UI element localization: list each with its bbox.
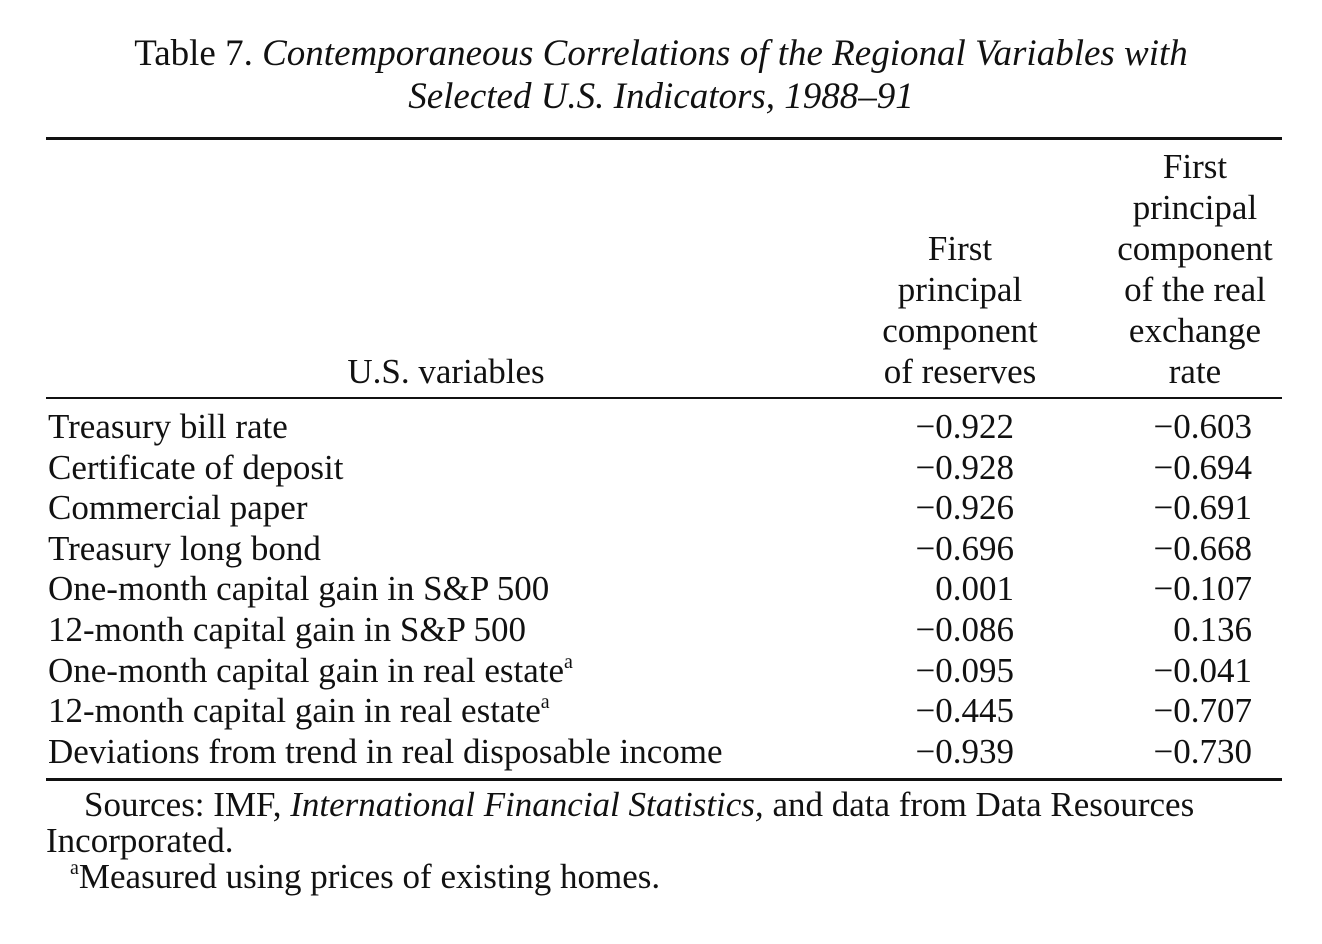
- column-header-line: of reserves: [883, 352, 1037, 391]
- column-header-line: principal: [897, 270, 1023, 309]
- table-title: Contemporaneous Correlations of the Regi…: [262, 33, 1188, 74]
- row-label-text: Treasury long bond: [48, 528, 321, 568]
- sources-note: Sources: IMF, International Financial St…: [46, 787, 1286, 859]
- cell-reserves: −0.086: [915, 609, 1015, 649]
- table-row: 12-month capital gain in real estatea −0.…: [46, 690, 1282, 731]
- cell-exchange-rate: 0.136: [1173, 609, 1252, 649]
- footnote-text: Measured using prices of existing homes.: [78, 857, 661, 896]
- table-row: One-month capital gain in real estatea −0…: [46, 650, 1282, 691]
- cell-reserves: −0.922: [915, 407, 1015, 446]
- footnote-marker: a: [70, 857, 79, 879]
- cell-reserves: −0.696: [915, 528, 1015, 568]
- table-row: Treasury bill rate −0.922 −0.603: [46, 406, 1282, 447]
- row-label-text: One-month capital gain in S&P 500: [48, 569, 550, 609]
- row-label: One-month capital gain in real estatea: [48, 650, 573, 691]
- row-label: One-month capital gain in S&P 500: [48, 568, 549, 609]
- row-label-text: Deviations from trend in real disposable…: [48, 731, 723, 771]
- table-row: Certificate of deposit −0.928 −0.694: [46, 447, 1282, 488]
- cell-exchange-rate: −0.730: [1153, 731, 1253, 771]
- row-label-text: 12-month capital gain in real estate: [48, 691, 541, 731]
- table-body: Treasury bill rate −0.922 −0.603 Certificat…: [46, 406, 1282, 771]
- cell-reserves: −0.445: [915, 691, 1015, 731]
- cell-reserves: 0.001: [935, 569, 1014, 609]
- table-label: Table 7.: [134, 33, 253, 74]
- table-notes: Sources: IMF, International Financial St…: [46, 787, 1286, 895]
- column-header-line: First: [1162, 147, 1228, 186]
- cell-reserves: −0.095: [915, 650, 1015, 690]
- column-header-us-variables: U.S. variables: [46, 351, 846, 392]
- footnote-a: aMeasured using prices of existing homes…: [46, 857, 1286, 896]
- cell-exchange-rate: −0.107: [1153, 569, 1253, 609]
- row-label-text: Commercial paper: [48, 488, 308, 528]
- table-row: Deviations from trend in real disposable…: [46, 731, 1282, 772]
- row-label: 12-month capital gain in real estatea: [48, 690, 550, 731]
- column-header-line: exchange: [1128, 311, 1262, 350]
- row-label-text: One-month capital gain in real estate: [48, 650, 565, 690]
- row-label: Certificate of deposit: [48, 447, 343, 488]
- row-label: Commercial paper: [48, 487, 307, 528]
- column-header-line: rate: [1168, 352, 1222, 391]
- row-label: Deviations from trend in real disposable…: [48, 731, 723, 772]
- column-header-line: component: [1117, 229, 1273, 268]
- table-caption: Table 7. Contemporaneous Correlations of…: [40, 32, 1282, 118]
- column-header-reserves: First principal component of reserves: [870, 228, 1050, 392]
- table-row: Treasury long bond −0.696 −0.668: [46, 528, 1282, 569]
- row-label-text: 12-month capital gain in S&P 500: [48, 609, 526, 649]
- column-header-line: of the real: [1124, 270, 1266, 309]
- header-rule: [46, 397, 1282, 399]
- column-header-line: U.S. variables: [347, 352, 545, 391]
- column-header-line: principal: [1132, 188, 1258, 227]
- row-label-text: Certificate of deposit: [48, 447, 344, 487]
- cell-reserves: −0.926: [915, 488, 1015, 528]
- row-label-text: Treasury bill rate: [48, 407, 288, 446]
- cell-exchange-rate: −0.041: [1153, 650, 1253, 690]
- column-header-exchange-rate: First principal component of the real exchan…: [1100, 146, 1290, 392]
- table-row: 12-month capital gain in S&P 500 −0.086 0.…: [46, 609, 1282, 650]
- caption-line-1: Table 7. Contemporaneous Correlations of…: [40, 32, 1282, 75]
- column-header-line: component: [882, 311, 1038, 350]
- table-row: Commercial paper −0.926 −0.691: [46, 487, 1282, 528]
- cell-exchange-rate: −0.694: [1153, 447, 1253, 487]
- row-label: Treasury bill rate: [48, 406, 288, 447]
- cell-reserves: −0.939: [915, 731, 1015, 771]
- bottom-rule: [46, 778, 1282, 781]
- table-title-line-2: Selected U.S. Indicators, 1988–91: [408, 76, 914, 117]
- row-label: Treasury long bond: [48, 528, 321, 569]
- footnote-ref: a: [564, 650, 573, 673]
- cell-exchange-rate: −0.707: [1153, 691, 1253, 731]
- cell-exchange-rate: −0.691: [1153, 488, 1253, 528]
- table-row: One-month capital gain in S&P 500 0.001 −0…: [46, 568, 1282, 609]
- sources-publication: International Financial Statistics,: [290, 785, 764, 824]
- cell-reserves: −0.928: [915, 447, 1015, 487]
- sources-prefix: Sources: IMF,: [84, 785, 282, 824]
- row-label: 12-month capital gain in S&P 500: [48, 609, 526, 650]
- top-rule: [46, 137, 1282, 140]
- cell-exchange-rate: −0.603: [1153, 407, 1253, 446]
- footnote-ref: a: [540, 691, 550, 714]
- cell-exchange-rate: −0.668: [1153, 528, 1253, 568]
- sources-suffix: and data from Data Resources Incorporate…: [46, 785, 1195, 860]
- column-header-line: First: [927, 229, 993, 268]
